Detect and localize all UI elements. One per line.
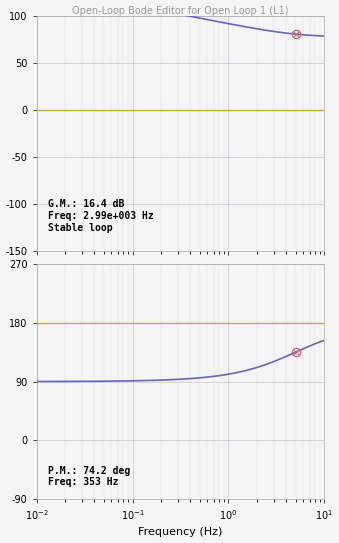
Text: G.M.: 16.4 dB
Freq: 2.99e+003 Hz
Stable loop: G.M.: 16.4 dB Freq: 2.99e+003 Hz Stable … [48, 199, 154, 232]
Text: P.M.: 74.2 deg
Freq: 353 Hz: P.M.: 74.2 deg Freq: 353 Hz [48, 466, 130, 487]
Title: Open-Loop Bode Editor for Open Loop 1 (L1): Open-Loop Bode Editor for Open Loop 1 (L… [72, 5, 289, 16]
X-axis label: Frequency (Hz): Frequency (Hz) [138, 527, 223, 538]
